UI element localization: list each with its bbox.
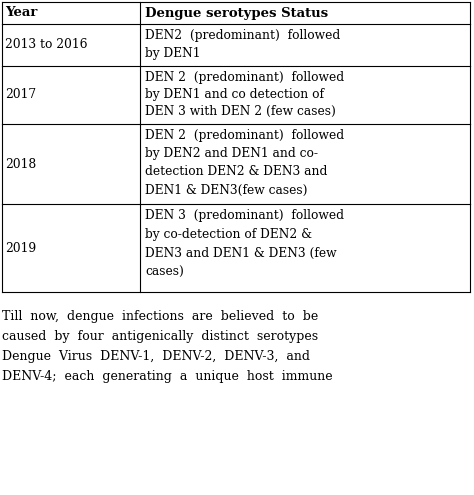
Text: 2018: 2018 [5, 157, 36, 170]
Text: by DEN1 and co detection of: by DEN1 and co detection of [145, 88, 324, 101]
Text: by DEN1: by DEN1 [145, 47, 201, 59]
Text: Year: Year [5, 6, 37, 19]
Text: DEN 3 with DEN 2 (few cases): DEN 3 with DEN 2 (few cases) [145, 105, 336, 118]
Text: DEN3 and DEN1 & DEN3 (few: DEN3 and DEN1 & DEN3 (few [145, 247, 337, 260]
Text: 2013 to 2016: 2013 to 2016 [5, 39, 88, 51]
Text: DEN 2  (predominant)  followed: DEN 2 (predominant) followed [145, 129, 344, 142]
Text: by co-detection of DEN2 &: by co-detection of DEN2 & [145, 228, 312, 241]
Text: detection DEN2 & DEN3 and: detection DEN2 & DEN3 and [145, 165, 328, 178]
Text: 2019: 2019 [5, 242, 36, 254]
Text: caused  by  four  antigenically  distinct  serotypes: caused by four antigenically distinct se… [2, 330, 318, 343]
Text: DEN1 & DEN3(few cases): DEN1 & DEN3(few cases) [145, 184, 308, 197]
Text: by DEN2 and DEN1 and co-: by DEN2 and DEN1 and co- [145, 147, 318, 160]
Text: Till  now,  dengue  infections  are  believed  to  be: Till now, dengue infections are believed… [2, 310, 318, 323]
Text: cases): cases) [145, 266, 184, 279]
Text: Dengue  Virus  DENV-1,  DENV-2,  DENV-3,  and: Dengue Virus DENV-1, DENV-2, DENV-3, and [2, 350, 310, 363]
Text: DEN 2  (predominant)  followed: DEN 2 (predominant) followed [145, 71, 344, 84]
Text: DENV-4;  each  generating  a  unique  host  immune: DENV-4; each generating a unique host im… [2, 370, 333, 383]
Text: Dengue serotypes Status: Dengue serotypes Status [145, 6, 328, 19]
Text: DEN 3  (predominant)  followed: DEN 3 (predominant) followed [145, 209, 344, 222]
Text: 2017: 2017 [5, 89, 36, 101]
Text: DEN2  (predominant)  followed: DEN2 (predominant) followed [145, 29, 340, 42]
